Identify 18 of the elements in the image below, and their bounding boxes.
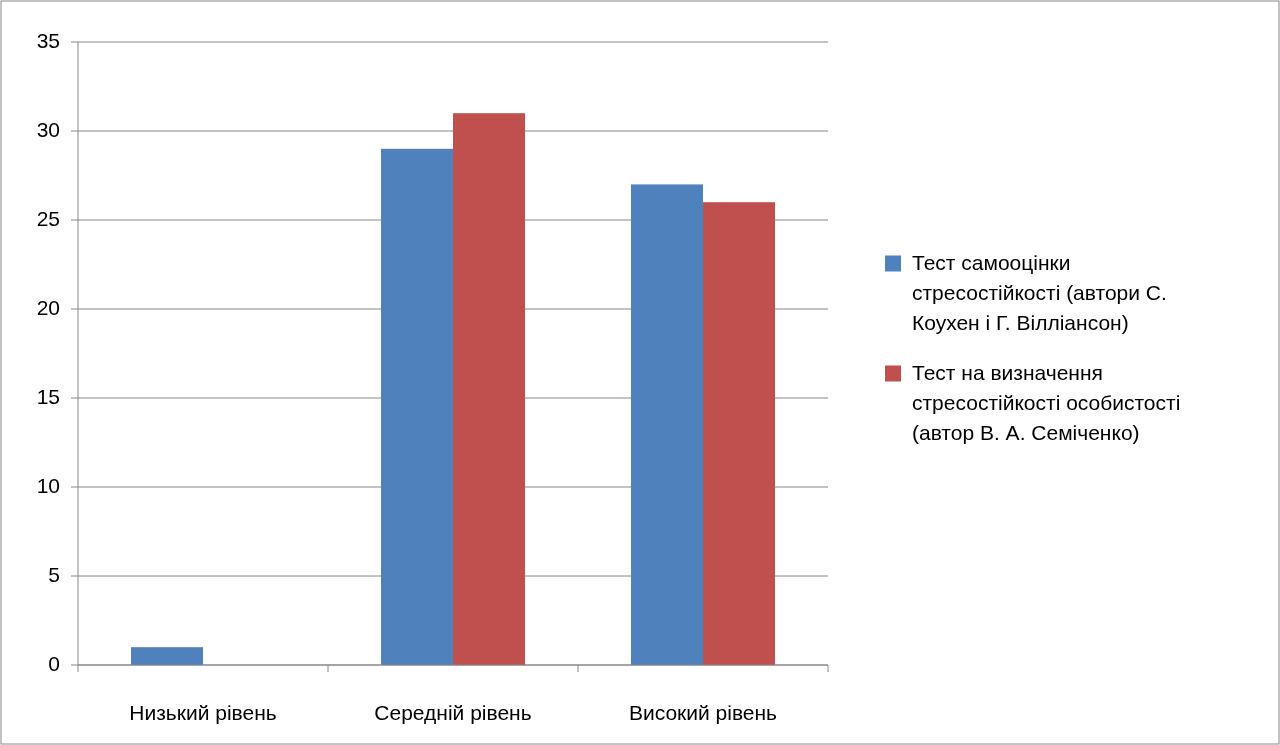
y-tick-label: 5: [48, 562, 60, 586]
bar: [631, 184, 703, 665]
y-tick-label: 25: [36, 206, 60, 230]
y-tick-label: 10: [36, 473, 60, 497]
bar: [703, 202, 775, 665]
x-tick-label: Середній рівень: [374, 700, 532, 724]
bar: [453, 113, 525, 665]
x-tick-label: Високий рівень: [628, 700, 778, 724]
y-tick-label: 0: [48, 651, 60, 675]
y-tick-label: 30: [36, 117, 60, 141]
x-tick-label: Низький рівень: [129, 700, 277, 724]
legend-label: Тест самооцінки стресостійкості (автори С. Коухен і Г. Вілліансон): [912, 250, 1167, 334]
y-tick-label: 15: [36, 384, 60, 408]
legend-label: Тест на визначення стресостійкості особистості (автор В. А. Семіченко): [912, 360, 1181, 444]
bar: [381, 148, 453, 665]
y-tick-label: 35: [36, 28, 60, 52]
bar: [131, 647, 203, 665]
y-tick-label: 20: [36, 295, 60, 319]
